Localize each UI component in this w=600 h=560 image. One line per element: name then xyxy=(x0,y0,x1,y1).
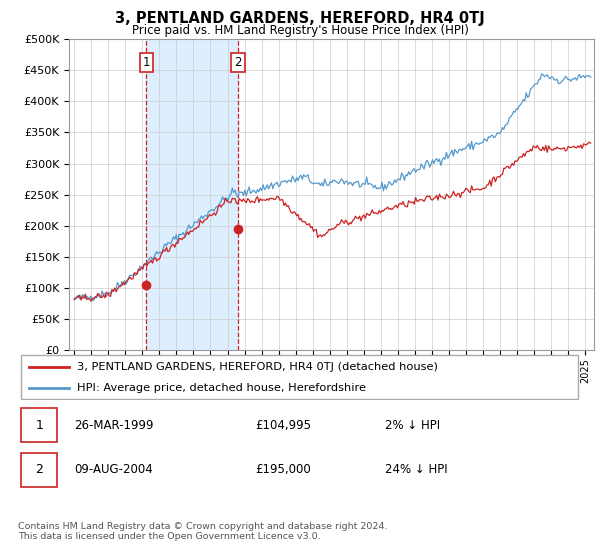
Text: 2% ↓ HPI: 2% ↓ HPI xyxy=(385,418,440,432)
Text: £104,995: £104,995 xyxy=(255,418,311,432)
Text: HPI: Average price, detached house, Herefordshire: HPI: Average price, detached house, Here… xyxy=(77,382,366,393)
Text: 1: 1 xyxy=(142,57,150,69)
Text: 3, PENTLAND GARDENS, HEREFORD, HR4 0TJ (detached house): 3, PENTLAND GARDENS, HEREFORD, HR4 0TJ (… xyxy=(77,362,438,372)
Text: 24% ↓ HPI: 24% ↓ HPI xyxy=(385,463,447,477)
Text: 1: 1 xyxy=(35,418,43,432)
Text: 26-MAR-1999: 26-MAR-1999 xyxy=(74,418,154,432)
Text: 2: 2 xyxy=(235,57,242,69)
FancyBboxPatch shape xyxy=(21,408,58,442)
FancyBboxPatch shape xyxy=(21,356,578,399)
Text: £195,000: £195,000 xyxy=(255,463,311,477)
FancyBboxPatch shape xyxy=(21,453,58,487)
Text: 09-AUG-2004: 09-AUG-2004 xyxy=(74,463,153,477)
Text: 3, PENTLAND GARDENS, HEREFORD, HR4 0TJ: 3, PENTLAND GARDENS, HEREFORD, HR4 0TJ xyxy=(115,11,485,26)
Text: Contains HM Land Registry data © Crown copyright and database right 2024.
This d: Contains HM Land Registry data © Crown c… xyxy=(18,522,388,542)
Text: 2: 2 xyxy=(35,463,43,477)
Bar xyxy=(146,39,238,350)
Text: Price paid vs. HM Land Registry's House Price Index (HPI): Price paid vs. HM Land Registry's House … xyxy=(131,24,469,36)
